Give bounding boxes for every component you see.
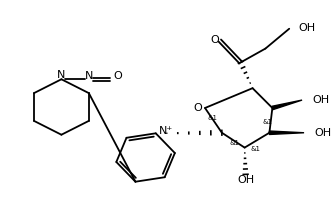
Text: O: O: [210, 35, 219, 45]
Text: N: N: [85, 71, 93, 81]
Text: N: N: [57, 70, 65, 80]
Text: O: O: [194, 103, 202, 113]
Text: &1: &1: [208, 115, 218, 121]
Text: OH: OH: [237, 175, 254, 185]
Text: OH: OH: [298, 23, 315, 33]
Text: OH: OH: [314, 128, 331, 138]
Polygon shape: [270, 131, 304, 134]
Text: &1: &1: [250, 146, 261, 152]
Polygon shape: [272, 100, 302, 110]
Text: N⁺: N⁺: [159, 126, 173, 136]
Text: O: O: [114, 71, 122, 81]
Text: OH: OH: [312, 95, 329, 105]
Text: &1: &1: [230, 140, 240, 146]
Text: &1: &1: [263, 119, 273, 125]
